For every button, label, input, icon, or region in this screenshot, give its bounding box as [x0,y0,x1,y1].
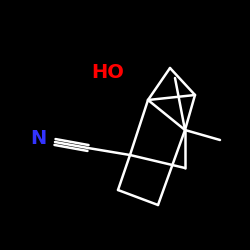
Text: HO: HO [92,62,124,82]
Text: N: N [30,128,46,148]
